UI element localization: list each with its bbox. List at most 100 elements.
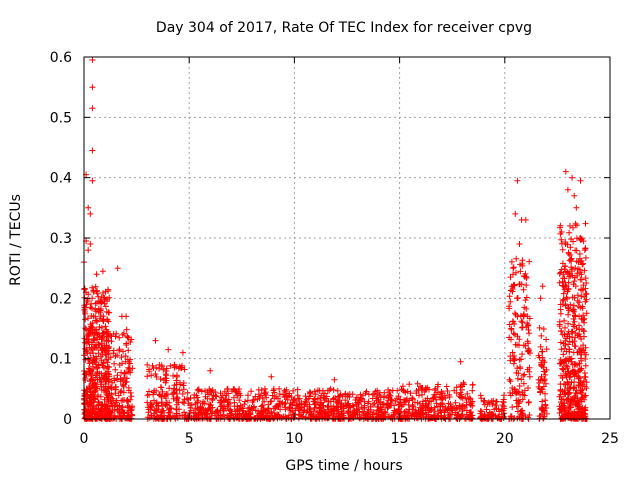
data-point — [444, 388, 451, 394]
data-point — [538, 361, 545, 368]
data-point — [567, 273, 574, 280]
data-point — [312, 391, 319, 398]
data-point — [574, 395, 581, 402]
data-point — [525, 385, 531, 391]
data-point — [574, 292, 581, 299]
data-point — [519, 257, 526, 264]
data-point — [150, 391, 157, 398]
data-point — [344, 401, 351, 408]
data-point — [87, 399, 94, 406]
data-point — [417, 408, 424, 415]
data-point — [570, 411, 577, 418]
data-point — [463, 401, 470, 408]
data-point — [523, 294, 530, 301]
data-point — [242, 398, 248, 405]
data-point — [521, 371, 528, 378]
data-point — [522, 216, 529, 223]
data-point — [85, 315, 91, 322]
data-point — [159, 388, 166, 395]
data-point — [570, 302, 577, 309]
data-point — [562, 324, 568, 331]
data-point — [90, 407, 97, 414]
data-point — [519, 351, 526, 358]
data-point — [570, 308, 577, 315]
y-tick-labels: 0 0.1 0.2 0.3 0.4 0.5 0.6 — [50, 50, 72, 428]
data-point — [108, 338, 115, 345]
data-point — [225, 413, 232, 419]
data-point — [483, 406, 490, 413]
data-point — [224, 385, 231, 392]
data-point — [526, 258, 533, 265]
data-point — [362, 390, 369, 397]
data-point — [557, 230, 564, 237]
data-point — [207, 367, 214, 374]
data-point — [577, 235, 584, 241]
data-point — [276, 400, 283, 407]
data-point — [565, 390, 572, 396]
data-point — [129, 403, 136, 410]
data-point — [121, 374, 128, 381]
data-point — [181, 366, 188, 373]
data-point — [439, 401, 446, 408]
data-point — [559, 278, 566, 285]
data-point — [95, 293, 102, 300]
data-point — [439, 390, 446, 397]
data-point — [507, 413, 514, 420]
data-point — [583, 385, 590, 392]
data-point — [566, 374, 573, 381]
data-point — [350, 411, 356, 418]
data-point — [320, 394, 327, 401]
data-point — [239, 405, 246, 412]
data-point — [510, 265, 517, 272]
data-point — [348, 412, 355, 419]
data-point — [579, 394, 586, 401]
data-point — [514, 177, 521, 184]
data-point — [282, 406, 289, 413]
data-point — [560, 290, 567, 297]
data-point — [499, 402, 506, 408]
data-point — [153, 400, 160, 407]
data-point — [89, 105, 96, 112]
data-point — [89, 389, 96, 396]
data-point — [567, 244, 574, 251]
data-point — [127, 369, 134, 376]
data-point — [197, 403, 204, 410]
data-point — [116, 409, 123, 416]
data-point — [509, 349, 516, 356]
data-point — [167, 362, 174, 369]
data-point — [539, 348, 545, 355]
data-point — [317, 402, 324, 409]
data-point — [120, 412, 127, 419]
data-point — [337, 391, 344, 398]
data-point — [164, 391, 171, 398]
data-point — [290, 387, 297, 394]
data-point — [578, 366, 585, 372]
data-point — [536, 324, 543, 331]
data-point — [302, 393, 309, 400]
data-point — [361, 404, 368, 411]
data-point — [413, 388, 420, 394]
data-point — [241, 401, 248, 408]
data-point — [102, 350, 109, 356]
data-point — [576, 299, 583, 306]
data-point — [87, 241, 94, 247]
data-point — [516, 342, 522, 349]
data-point — [177, 364, 184, 371]
data-point — [565, 270, 572, 277]
data-point — [573, 247, 580, 254]
data-point — [94, 370, 101, 377]
data-point — [512, 210, 519, 217]
data-point — [89, 295, 96, 302]
data-point — [123, 340, 130, 347]
data-point — [107, 394, 114, 401]
data-point — [571, 192, 578, 199]
data-point — [128, 407, 134, 414]
data-point — [568, 255, 575, 262]
data-point — [103, 338, 110, 345]
data-point — [582, 220, 589, 227]
data-point — [106, 390, 113, 397]
data-point — [406, 381, 413, 388]
data-point — [147, 400, 154, 407]
data-point — [542, 390, 548, 397]
data-point — [95, 308, 102, 315]
